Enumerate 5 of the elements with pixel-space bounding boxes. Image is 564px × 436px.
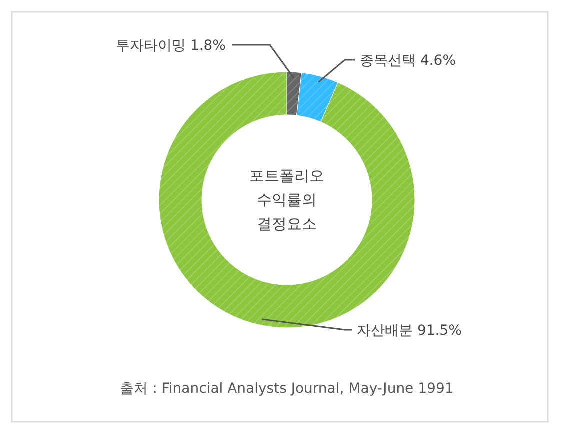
text: 포트폴리오 수익률의 결정요소 <box>250 167 324 233</box>
source-note: 출처 : Financial Analysts Journal, May-June 1991 <box>120 381 454 397</box>
slice-label: 종목선택 4.6% <box>360 53 456 69</box>
slice-label: 자산배분 91.5% <box>357 323 462 339</box>
slice-label: 투자타이밍 1.8% <box>116 38 226 54</box>
